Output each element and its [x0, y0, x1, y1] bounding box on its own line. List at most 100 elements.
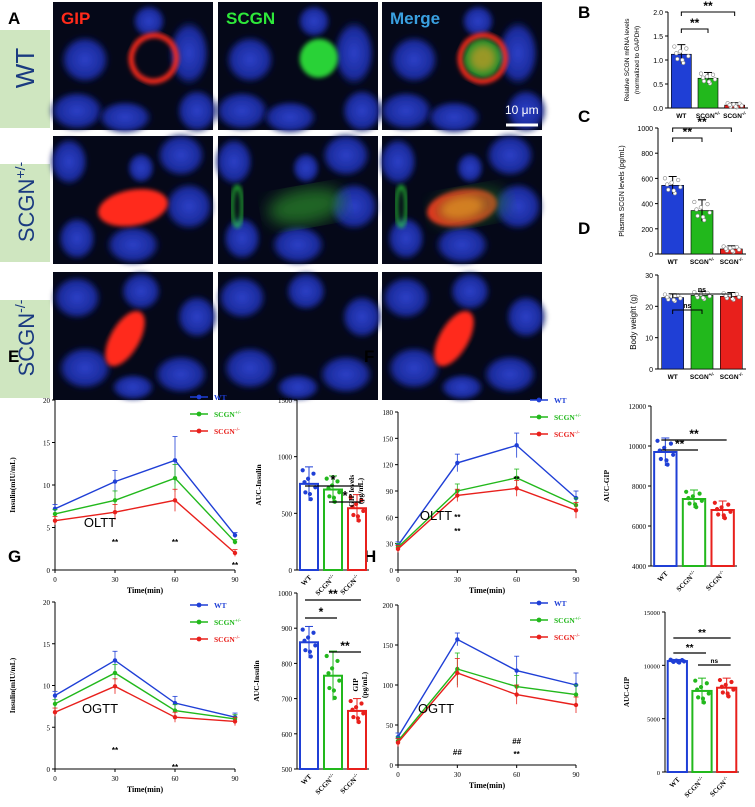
data-point: [573, 702, 579, 708]
y-tick-label: 10: [645, 336, 653, 343]
y-axis-label-line: (pg/mL): [356, 477, 365, 504]
y-tick-label: 0: [47, 766, 51, 774]
data-point: [573, 692, 579, 697]
y-axis-label: AUC-GIP: [602, 470, 611, 502]
micrograph-tile: [48, 2, 219, 135]
nucleus: [56, 215, 98, 262]
category-label: SCGN-/-: [339, 574, 362, 597]
nucleus: [126, 151, 156, 185]
category-label-base: SCGN: [214, 635, 235, 644]
y-tick-label: 600: [641, 176, 653, 183]
legend-marker: [536, 634, 542, 640]
data-point: [112, 498, 118, 503]
data-point: [676, 659, 681, 665]
legend-marker: [536, 617, 542, 623]
y-tick-label: 700: [282, 696, 293, 704]
data-point: [723, 682, 728, 687]
data-point: [693, 678, 698, 683]
data-point: [351, 714, 356, 720]
nucleus: [221, 344, 279, 392]
nucleus: [175, 293, 219, 340]
data-point: [514, 668, 519, 673]
x-axis-label: Time(min): [469, 781, 506, 790]
y-axis-label: AUC-Insulin: [252, 660, 261, 702]
row-label-main: SCGN: [14, 313, 39, 377]
y-tick-label: 0: [657, 770, 660, 777]
y-tick-label: 5000: [647, 717, 660, 724]
nucleus: [274, 373, 322, 402]
data-point: [300, 627, 305, 632]
legend-label: WT: [554, 396, 567, 405]
data-point: [727, 102, 732, 107]
category-label-superscript: -/-: [575, 633, 580, 639]
data-point: [172, 715, 178, 720]
y-tick-label: 0.5: [653, 82, 663, 89]
data-point: [662, 176, 668, 181]
nucleus: [221, 215, 263, 262]
category-label: SCGN-/-: [720, 257, 744, 266]
data-point: [303, 648, 308, 653]
y-tick-label: 0: [390, 567, 394, 575]
row-label-2: SCGN-/-: [12, 299, 39, 376]
y-axis-label-line: (normalized to GAPDH): [634, 26, 641, 94]
data-point: [698, 71, 704, 76]
data-point: [455, 670, 460, 676]
category-label-base: SCGN: [554, 430, 575, 439]
data-point: [332, 695, 337, 700]
nucleus: [492, 181, 544, 232]
line-chart-f_line: 0 30 60 90 120 150 180 0 30 60 90 Time(min) GIP leve…: [347, 396, 581, 595]
y-tick-label: 5: [47, 724, 51, 732]
legend-label: SCGN-/-: [214, 635, 240, 644]
category-label-superscript: -/-: [235, 635, 240, 641]
bar: [720, 296, 743, 370]
category-label: WT: [668, 259, 678, 266]
y-tick-label: 30: [645, 273, 653, 280]
micrograph-tile: [51, 270, 219, 402]
data-point: [694, 207, 699, 212]
data-point: [311, 471, 316, 476]
row-label-superscript: -/-: [12, 299, 28, 313]
category-label-superscript: -/-: [235, 427, 240, 433]
legend-marker: [536, 414, 542, 420]
data-point: [337, 678, 342, 683]
data-point: [514, 486, 519, 491]
bar: [661, 297, 684, 370]
data-point: [690, 494, 695, 499]
data-point: [671, 297, 676, 302]
x-tick-label: 90: [232, 576, 240, 584]
nucleus: [48, 90, 106, 132]
category-label-superscript: +/-: [689, 569, 697, 577]
category-label-base: SCGN: [554, 633, 575, 642]
significance-label: *: [330, 472, 336, 487]
nucleus: [433, 224, 491, 266]
data-point: [335, 479, 340, 484]
data-point: [668, 441, 674, 446]
category-label: SCGN-/-: [723, 111, 747, 120]
significance-label: *: [342, 488, 348, 503]
nucleus: [438, 373, 486, 402]
data-point: [696, 695, 701, 700]
legend-marker: [196, 602, 202, 608]
significance-bracket: [672, 293, 732, 298]
data-point: [676, 177, 681, 183]
category-label-base: WT: [300, 773, 314, 787]
data-point: [719, 505, 724, 510]
significance-label: **: [454, 527, 461, 536]
data-point: [308, 497, 313, 502]
category-label-base: SCGN: [554, 413, 575, 422]
data-point: [719, 684, 724, 689]
data-point: [172, 700, 178, 706]
data-point: [359, 701, 364, 706]
micrograph-tile: [216, 270, 384, 402]
data-point: [674, 51, 679, 56]
x-tick-label: 30: [112, 775, 120, 783]
data-point: [728, 509, 733, 514]
data-point: [723, 293, 728, 299]
data-point: [52, 693, 58, 698]
nucleus: [332, 18, 376, 88]
y-tick-label: 1000: [637, 126, 653, 133]
significance-label: **: [675, 437, 685, 451]
y-tick-label: 1.5: [653, 34, 663, 41]
